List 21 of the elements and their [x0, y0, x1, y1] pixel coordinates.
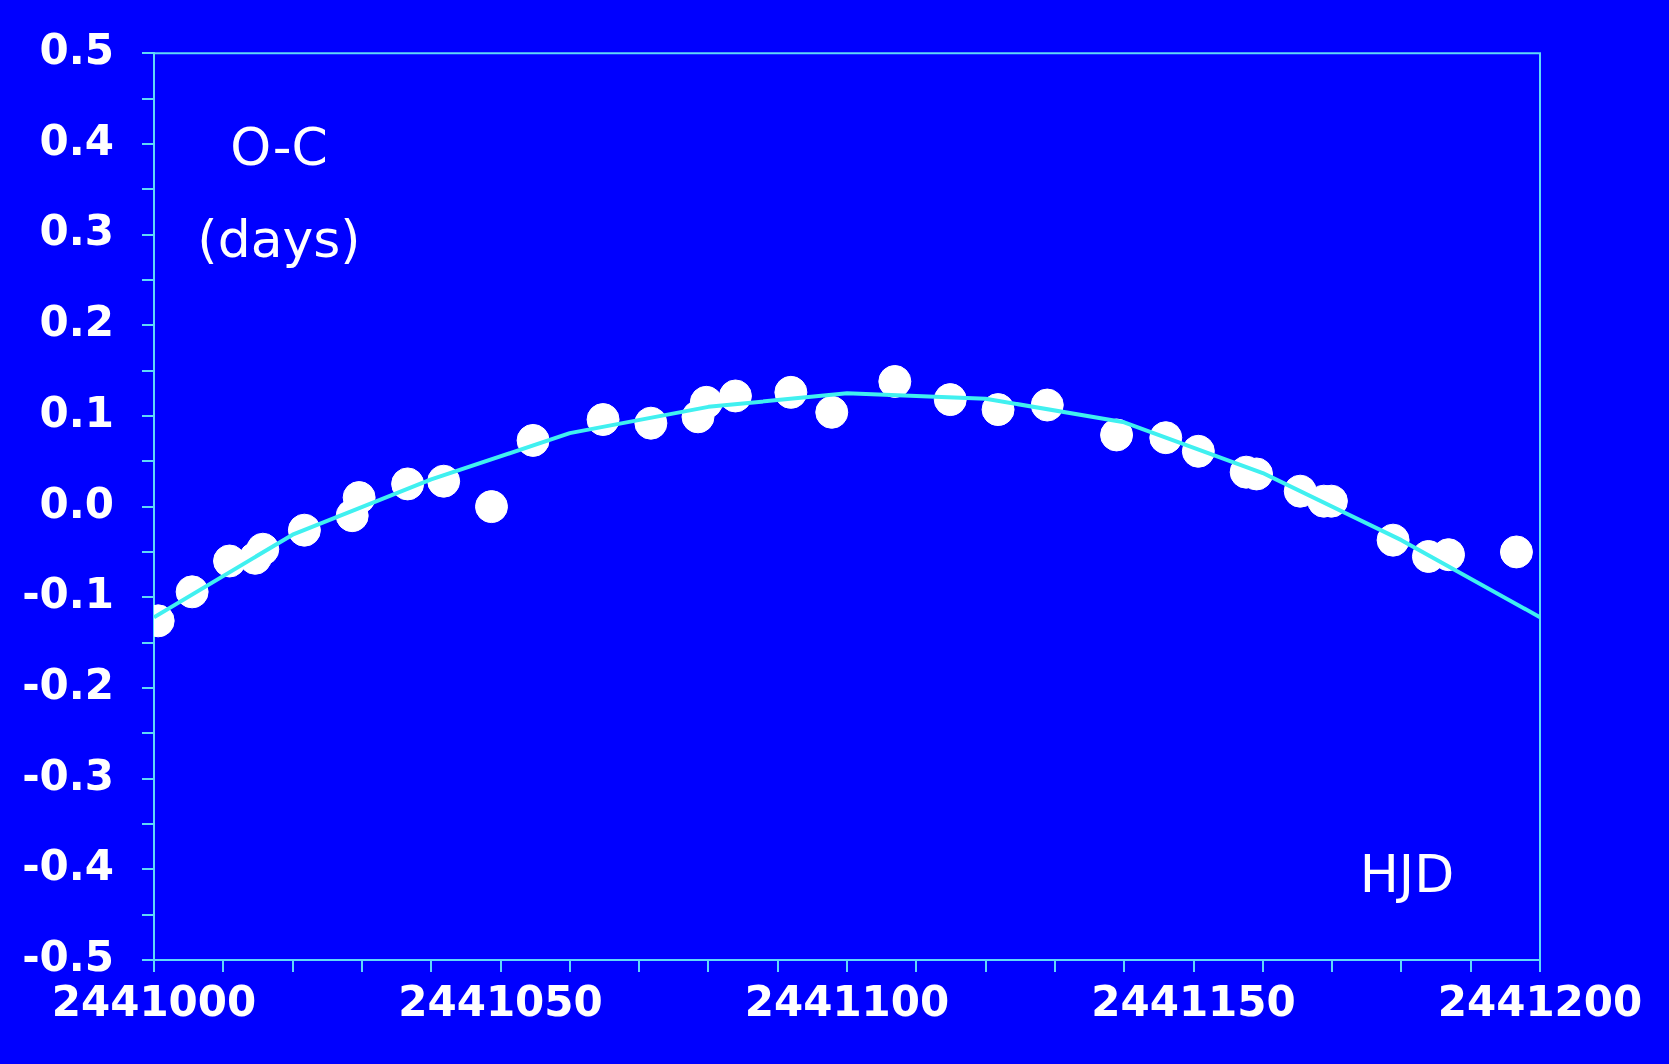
y-tick-label: 0.1	[39, 387, 114, 437]
point	[815, 395, 849, 429]
y-tick-label: 0.0	[39, 478, 114, 528]
y-axis-title: O-C (days)	[197, 116, 361, 269]
point	[1100, 418, 1134, 452]
y-tick-label: 0.4	[39, 115, 114, 165]
y-tick-label: 0.2	[39, 297, 114, 347]
y-tick-label: -0.1	[22, 569, 114, 619]
x-tick-label: 2441050	[398, 977, 603, 1027]
x-tick-label: 2441200	[1437, 977, 1643, 1027]
point	[1499, 535, 1533, 569]
x-tick-label: 2441100	[744, 977, 950, 1027]
y-tick-label: -0.2	[22, 659, 114, 709]
y-tick-label: 0.3	[39, 206, 114, 256]
point	[474, 490, 508, 524]
x-tick-label: 2441150	[1091, 977, 1296, 1027]
x-axis-title: HJD	[1359, 843, 1455, 904]
point	[878, 364, 912, 398]
y-tick-label: -0.3	[22, 750, 114, 800]
y-tick-label: 0.5	[39, 25, 114, 75]
y-tick-label: -0.4	[22, 841, 114, 891]
